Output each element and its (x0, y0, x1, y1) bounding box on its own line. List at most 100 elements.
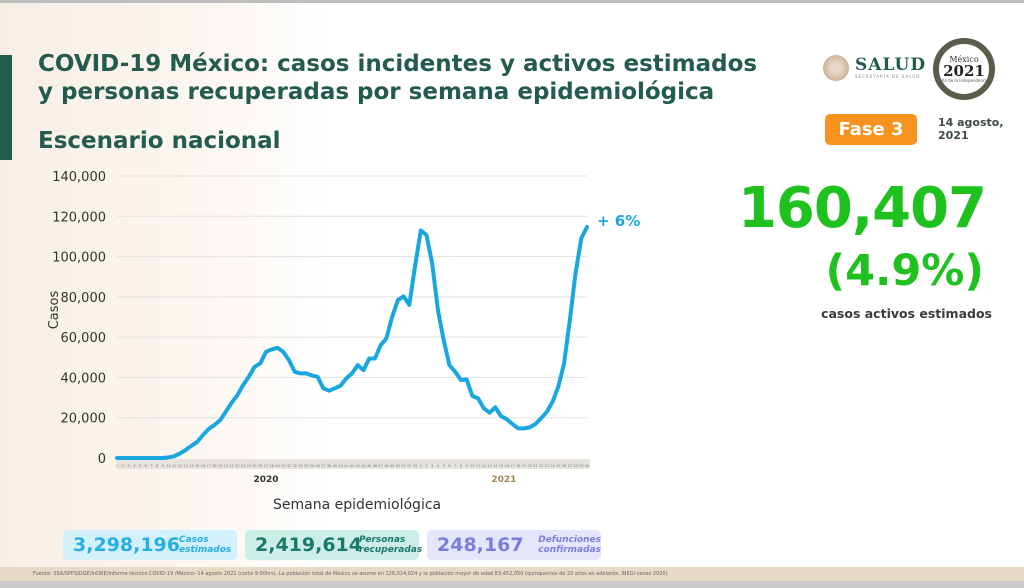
x-tick-label: 4 (437, 464, 440, 468)
seal-icon (823, 55, 849, 81)
stat-label: Defunciones confirmadas (538, 535, 601, 555)
x-tick-label: 50 (396, 464, 400, 468)
x-tick-label: 3 (127, 464, 129, 468)
y-tick-label: 140,000 (52, 170, 106, 185)
x-tick-label: 22 (539, 464, 543, 468)
date-line1: 14 agosto, (938, 116, 1004, 129)
x-tick-label: 8 (156, 464, 158, 468)
background-decoration (0, 3, 330, 568)
x-tick-label: 5 (139, 464, 141, 468)
x-tick-label: 29 (579, 464, 583, 468)
y-tick-label: 60,000 (61, 331, 107, 346)
y-tick-label: 0 (98, 452, 106, 467)
x-tick-label: 40 (338, 464, 342, 468)
source-footnote: Fuente: SSA/SPPS/DGE/InDRE/Informe técni… (0, 567, 1024, 581)
y-tick-label: 120,000 (52, 210, 106, 225)
x-tick-label: 23 (545, 464, 549, 468)
x-tick-label: 16 (505, 464, 509, 468)
y-tick-label: 80,000 (61, 291, 107, 306)
x-tick-label: 34 (304, 464, 309, 468)
page-title: COVID-19 México: casos incidentes y acti… (38, 51, 758, 105)
x-tick-label: 29 (275, 464, 279, 468)
x-tick-label: 14 (189, 464, 194, 468)
x-tick-label: 38 (327, 464, 331, 468)
x-tick-label: 4 (133, 464, 136, 468)
accent-bar (0, 55, 12, 160)
x-tick-label: 14 (493, 464, 498, 468)
x-tick-label: 28 (573, 464, 577, 468)
x-tick-label: 27 (568, 464, 572, 468)
brand-name: SALUD (855, 55, 927, 75)
x-tick-label: 47 (378, 464, 382, 468)
x-tick-label: 19 (218, 464, 222, 468)
mexico-2021-logo: México 2021 Año de la Independencia (933, 38, 995, 100)
x-tick-label: 9 (466, 464, 468, 468)
x-tick-label: 52 (407, 464, 411, 468)
x-tick-label: 12 (482, 464, 486, 468)
phase-badge: Fase 3 (825, 114, 917, 145)
change-annotation: + 6% (597, 212, 641, 230)
cases-series-line (115, 225, 589, 460)
x-tick-label: 1 (420, 464, 422, 468)
x-tick-label: 44 (361, 464, 366, 468)
logo-line1: México (949, 55, 979, 64)
x-tick-label: 10 (166, 464, 170, 468)
x-tick-label: 24 (247, 464, 252, 468)
x-tick-label: 16 (201, 464, 205, 468)
report-date: 14 agosto, 2021 (938, 116, 1004, 142)
cases-line-chart: 0 20,000 40,000 60,000 80,000 100,000 120,000 1… (47, 170, 590, 485)
x-tick-label: 33 (298, 464, 302, 468)
x-tick-label: 10 (470, 464, 474, 468)
x-tick-label: 25 (252, 464, 256, 468)
stat-label: Personas recuperadas (359, 535, 423, 555)
x-tick-label: 24 (550, 464, 555, 468)
x-tick-label: 20 (224, 464, 228, 468)
x-tick-label: 30 (281, 464, 285, 468)
x-tick-label: 2 (122, 464, 124, 468)
active-cases-percent: (4.9%) (825, 246, 984, 296)
x-axis-title: Semana epidemiológica (273, 497, 442, 513)
x-tick-label: 31 (287, 464, 291, 468)
x-tick-label: 30 (585, 464, 589, 468)
x-tick-label: 53 (413, 464, 417, 468)
x-axis-band (117, 459, 590, 469)
stat-personas-recuperadas: 2,419,614 Personas recuperadas (245, 530, 423, 560)
x-tick-label: 35 (310, 464, 314, 468)
stat-defunciones-confirmadas: 248,167 Defunciones confirmadas (427, 530, 601, 560)
stat-value: 248,167 (437, 534, 524, 556)
year-label-2021: 2021 (491, 475, 516, 485)
page-subtitle: Escenario nacional (38, 128, 281, 154)
x-tick-label: 20 (527, 464, 531, 468)
x-tick-label: 23 (241, 464, 245, 468)
x-tick-label: 17 (510, 464, 514, 468)
x-tick-label: 2 (425, 464, 427, 468)
x-tick-label: 26 (562, 464, 566, 468)
stat-value: 3,298,196 (73, 534, 180, 556)
x-tick-label: 22 (235, 464, 239, 468)
x-tick-label: 25 (556, 464, 560, 468)
x-tick-label: 37 (321, 464, 325, 468)
x-tick-label: 9 (162, 464, 164, 468)
x-tick-label: 6 (145, 464, 147, 468)
x-tick-label: 11 (476, 464, 480, 468)
x-tick-label: 15 (499, 464, 503, 468)
stat-value: 2,419,614 (255, 534, 362, 556)
x-tick-label: 51 (401, 464, 405, 468)
x-tick-label: 45 (367, 464, 371, 468)
x-tick-label: 39 (333, 464, 337, 468)
date-line2: 2021 (938, 129, 969, 142)
x-tick-label: 46 (373, 464, 377, 468)
x-tick-label: 6 (448, 464, 450, 468)
year-label-2020: 2020 (253, 475, 278, 485)
x-tick-label: 19 (522, 464, 526, 468)
x-tick-label: 13 (184, 464, 188, 468)
x-tick-label: 12 (178, 464, 182, 468)
x-tick-label: 7 (150, 464, 152, 468)
x-tick-label: 1 (116, 464, 118, 468)
bottom-border (0, 581, 1024, 588)
x-tick-label: 17 (206, 464, 210, 468)
salud-logo: SALUD SECRETARÍA DE SALUD (823, 55, 926, 81)
active-cases-value: 160,407 (737, 176, 987, 241)
top-border (0, 0, 1024, 3)
logo-line3: Año de la Independencia (939, 78, 989, 83)
